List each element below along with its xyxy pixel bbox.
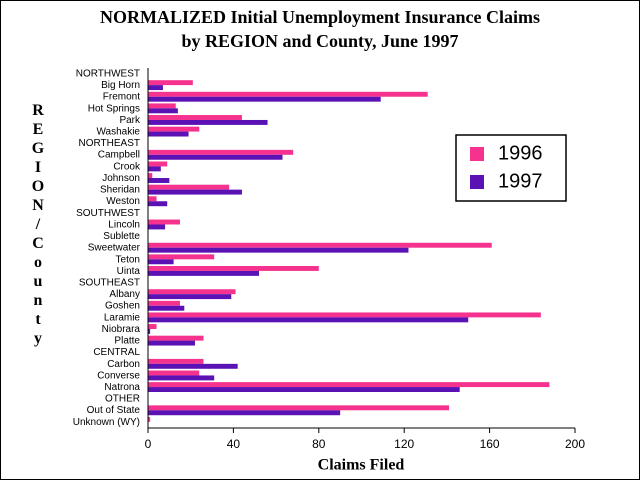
y-tick-label: Laramie bbox=[104, 312, 141, 323]
bar bbox=[148, 254, 215, 260]
bar bbox=[148, 382, 550, 388]
bar bbox=[148, 294, 232, 300]
chart-title: NORMALIZED Initial Unemployment Insuranc… bbox=[100, 7, 540, 27]
y-tick-label: CENTRAL bbox=[93, 347, 140, 358]
y-tick-label: Washakie bbox=[96, 127, 140, 138]
bar bbox=[148, 324, 157, 329]
y-tick-label: Sweetwater bbox=[88, 243, 141, 254]
y-tick-label: Natrona bbox=[104, 382, 140, 393]
bar bbox=[148, 363, 238, 369]
y-tick-label: Big Horn bbox=[101, 80, 140, 91]
bar bbox=[148, 91, 428, 97]
x-tick-label: 0 bbox=[145, 437, 152, 451]
y-tick-label: Platte bbox=[114, 336, 140, 347]
y-tick-label: Uinta bbox=[117, 266, 141, 277]
y-tick-label: Johnson bbox=[102, 173, 140, 184]
y-tick-label: Niobrara bbox=[102, 324, 141, 335]
bar bbox=[148, 154, 283, 160]
bar bbox=[148, 96, 381, 102]
bar bbox=[148, 103, 176, 109]
y-tick-label: Converse bbox=[97, 370, 140, 381]
bar bbox=[148, 115, 242, 120]
y-tick-label: Fremont bbox=[103, 92, 140, 103]
y-tick-label: Campbell bbox=[98, 150, 140, 161]
bar bbox=[148, 270, 260, 276]
y-tick-label: Carbon bbox=[107, 359, 140, 370]
bar bbox=[148, 219, 181, 225]
y-tick-label: SOUTHEAST bbox=[79, 277, 140, 288]
chart-subtitle: by REGION and County, June 1997 bbox=[181, 31, 458, 51]
bar bbox=[148, 196, 157, 202]
bar bbox=[148, 184, 230, 190]
x-tick-label: 40 bbox=[227, 437, 241, 451]
y-tick-label: Sheridan bbox=[100, 185, 140, 196]
bar bbox=[148, 80, 193, 86]
y-tick-label: SOUTHWEST bbox=[76, 208, 140, 219]
bar bbox=[148, 335, 204, 341]
y-tick-label: Hot Springs bbox=[88, 103, 140, 114]
y-tick-label: OTHER bbox=[105, 394, 140, 405]
y-tick-label: Sublette bbox=[103, 231, 140, 242]
y-tick-label: Out of State bbox=[87, 405, 141, 416]
bar bbox=[148, 375, 215, 381]
bar bbox=[148, 247, 409, 253]
bar bbox=[148, 289, 236, 295]
legend-swatch bbox=[470, 175, 484, 189]
legend-label: 1996 bbox=[498, 142, 543, 164]
bar bbox=[148, 126, 200, 132]
bar bbox=[148, 300, 181, 306]
bar bbox=[148, 178, 170, 183]
bar bbox=[148, 410, 341, 416]
bar bbox=[148, 405, 450, 411]
bar bbox=[148, 259, 174, 265]
bar bbox=[148, 189, 242, 195]
bar bbox=[148, 358, 204, 364]
bar bbox=[148, 173, 153, 179]
bar bbox=[148, 266, 319, 271]
x-tick-label: 120 bbox=[394, 437, 414, 451]
legend-swatch bbox=[470, 147, 484, 161]
bar bbox=[148, 242, 492, 248]
bar bbox=[148, 329, 151, 334]
x-tick-label: 200 bbox=[565, 437, 585, 451]
y-tick-label: Park bbox=[119, 115, 141, 126]
bar bbox=[148, 416, 151, 422]
legend-box bbox=[455, 134, 567, 202]
y-tick-label: NORTHEAST bbox=[79, 138, 141, 149]
bar bbox=[148, 119, 268, 125]
legend-label: 1997 bbox=[498, 170, 543, 192]
y-tick-label: Albany bbox=[109, 289, 140, 300]
bar bbox=[148, 108, 178, 114]
x-tick-label: 160 bbox=[480, 437, 500, 451]
y-tick-label: Crook bbox=[113, 161, 141, 172]
bar bbox=[148, 370, 200, 376]
y-tick-label: Teton bbox=[116, 254, 140, 265]
bar bbox=[148, 166, 161, 172]
y-tick-label: Unknown (WY) bbox=[73, 417, 140, 428]
x-axis-title: Claims Filed bbox=[318, 457, 405, 474]
y-tick-label: NORTHWEST bbox=[76, 68, 140, 79]
bar bbox=[148, 85, 163, 91]
bar bbox=[148, 149, 294, 155]
x-tick-label: 80 bbox=[312, 437, 326, 451]
bar bbox=[148, 387, 460, 392]
bar bbox=[148, 161, 168, 167]
y-tick-label: Goshen bbox=[105, 301, 140, 312]
y-axis-title: REGION/County bbox=[30, 102, 47, 349]
bar bbox=[148, 305, 185, 311]
y-tick-label: Lincoln bbox=[108, 219, 140, 230]
bar bbox=[148, 131, 189, 137]
bar bbox=[148, 312, 541, 318]
bar bbox=[148, 317, 469, 323]
y-tick-label: Weston bbox=[106, 196, 140, 207]
bar bbox=[148, 340, 195, 346]
bar bbox=[148, 201, 168, 207]
bar bbox=[148, 224, 166, 230]
